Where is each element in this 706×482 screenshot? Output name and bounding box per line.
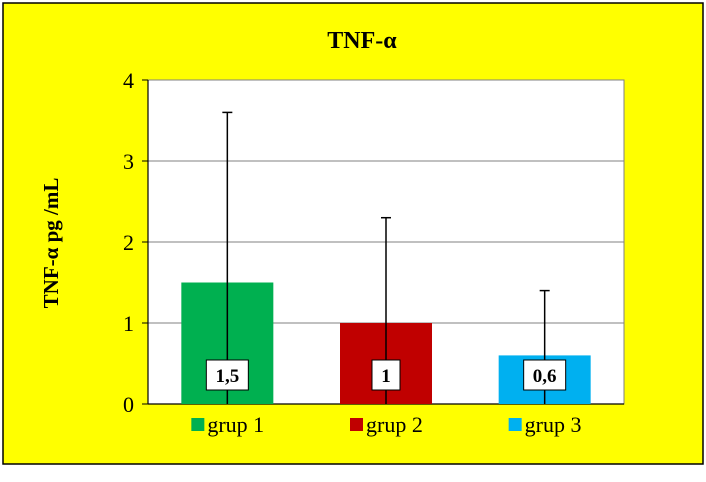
data-label-box-3 [523, 359, 567, 391]
y-axis-label: TNF-α pg /mL [39, 178, 63, 309]
data-label-box-2 [371, 359, 401, 391]
legend-label-3: grup 3 [525, 412, 582, 437]
data-label-box-1 [205, 359, 249, 391]
y-tick-label-4: 4 [123, 68, 134, 93]
legend-swatch-2 [350, 418, 363, 431]
legend-label-1: grup 1 [207, 412, 264, 437]
y-tick-label-3: 3 [123, 149, 134, 174]
legend-swatch-3 [508, 418, 522, 431]
y-tick-label-2: 2 [123, 230, 134, 255]
y-tick-label-0: 0 [123, 392, 134, 417]
data-label-1: 1,5 [215, 366, 239, 387]
y-tick-label-1: 1 [123, 311, 134, 336]
legend-swatch-1 [191, 418, 205, 431]
legend-label-2: grup 2 [366, 412, 423, 437]
chart-title: TNF-α [327, 28, 397, 54]
data-label-3: 0,6 [533, 366, 557, 387]
data-label-2: 1 [381, 366, 391, 387]
legend: grup 1 grup 2 grup 3 [191, 412, 581, 437]
plot-area: 0 1 2 3 4 1,5 1 0,6 [123, 68, 625, 417]
